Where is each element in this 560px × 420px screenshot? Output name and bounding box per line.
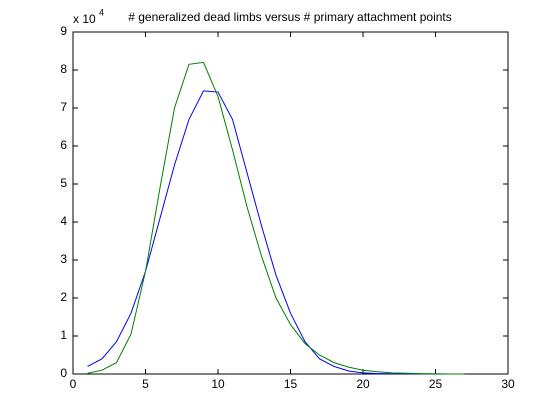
y-tick-label: 9 (60, 24, 67, 38)
y-tick-label: 1 (60, 328, 67, 342)
y-multiplier-exponent: 4 (99, 7, 104, 17)
y-tick-label: 7 (60, 100, 67, 114)
chart-title: # generalized dead limbs versus # primar… (128, 10, 452, 24)
x-tick-label: 5 (142, 377, 149, 391)
plot-area (72, 31, 509, 375)
series-line (87, 90, 465, 375)
series-line (87, 61, 465, 375)
y-tick-label: 5 (60, 176, 67, 190)
x-tick-label: 30 (501, 377, 515, 391)
y-tick-label: 4 (60, 214, 67, 228)
x-tick-label: 0 (70, 377, 77, 391)
x-tick-label: 10 (211, 377, 225, 391)
y-tick-label: 2 (60, 290, 67, 304)
x-tick-label: 25 (429, 377, 443, 391)
y-tick-label: 6 (60, 138, 67, 152)
x-tick-label: 20 (356, 377, 370, 391)
y-tick-label: 3 (60, 252, 67, 266)
y-multiplier: x 10 (73, 12, 96, 26)
x-tick-label: 15 (284, 377, 298, 391)
y-tick-label: 8 (60, 62, 67, 76)
y-tick-label: 0 (60, 366, 67, 380)
